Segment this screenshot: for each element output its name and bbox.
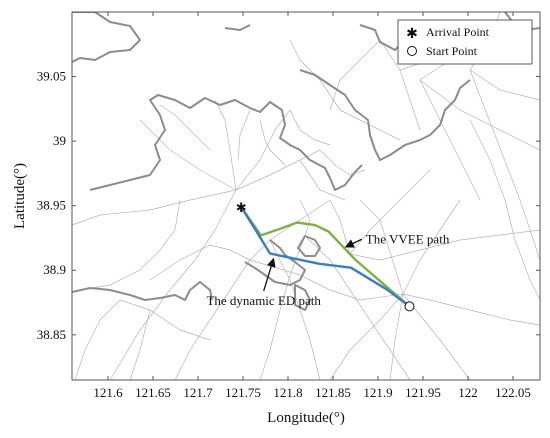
series-layer [240, 206, 411, 308]
x-axis-label: Longitude(°) [267, 410, 345, 426]
legend-box [397, 19, 533, 65]
vvee-path-line [240, 206, 411, 308]
start-point-marker [404, 301, 415, 312]
coastline [72, 12, 540, 311]
plot-frame [71, 11, 541, 381]
legend-asterisk-icon: ✱ [406, 26, 418, 42]
x-tick-label: 121.95 [405, 385, 441, 400]
vvee-annotation-arrow [344, 238, 363, 248]
y-axis-label: Latitude(°) [12, 163, 28, 229]
ed-annotation-label: The dynamic ED path [206, 293, 321, 308]
dynamic-ed-path-line [240, 206, 411, 308]
legend-circle-icon [407, 46, 417, 56]
ed-annotation-arrow [263, 257, 276, 292]
map-background: ✱ [72, 12, 540, 380]
y-tick-label: 38.85 [37, 327, 66, 342]
x-tick-label: 121.65 [135, 385, 171, 400]
arrival-point-marker: ✱ [236, 201, 247, 216]
y-axis: 38.85 38.9 38.95 39 39.05 [37, 69, 540, 342]
x-tick-label: 121.75 [225, 385, 261, 400]
legend-item-arrival: Arrival Point [426, 25, 490, 39]
x-tick-label: 121.85 [315, 385, 351, 400]
y-tick-label: 39 [53, 133, 66, 148]
x-tick-label: 122.05 [495, 385, 531, 400]
y-tick-label: 38.95 [37, 198, 66, 213]
points-layer: ✱ [236, 201, 415, 312]
legend-item-start: Start Point [426, 44, 478, 58]
x-tick-label: 121.8 [273, 385, 302, 400]
y-tick-label: 38.9 [43, 262, 66, 277]
x-tick-label: 122 [458, 385, 478, 400]
vvee-annotation-label: The VVEE path [366, 231, 450, 246]
voronoi-mesh [72, 12, 540, 380]
x-tick-label: 121.7 [183, 385, 213, 400]
x-tick-label: 121.6 [93, 385, 123, 400]
x-tick-label: 121.9 [363, 385, 392, 400]
annotations: The VVEE path The dynamic ED path [206, 231, 449, 308]
x-axis: 121.6 121.65 121.7 121.75 121.8 121.85 121.9 12… [93, 12, 531, 400]
legend: ✱ Arrival Point Start Point [397, 19, 533, 65]
y-tick-label: 39.05 [37, 69, 66, 84]
